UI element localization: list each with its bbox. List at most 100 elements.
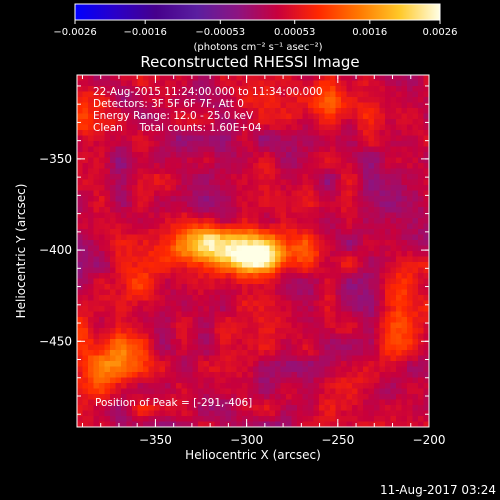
heatmap-pixel — [368, 377, 375, 384]
heatmap-pixel — [159, 80, 166, 87]
heatmap-pixel — [77, 306, 83, 312]
heatmap-pixel — [313, 328, 320, 334]
heatmap-pixel — [346, 267, 353, 274]
heatmap-pixel — [137, 119, 144, 125]
heatmap-pixel — [412, 201, 419, 208]
heatmap-pixel — [148, 295, 155, 301]
heatmap-pixel — [148, 97, 155, 103]
heatmap-pixel — [154, 91, 160, 98]
heatmap-pixel — [396, 196, 402, 202]
heatmap-pixel — [143, 256, 149, 263]
heatmap-pixel — [401, 80, 408, 87]
heatmap-pixel — [330, 212, 336, 219]
heatmap-pixel — [253, 124, 259, 131]
heatmap-pixel — [170, 289, 177, 296]
heatmap-pixel — [148, 207, 155, 213]
heatmap-pixel — [77, 102, 83, 109]
heatmap-pixel — [363, 278, 369, 285]
heatmap-pixel — [324, 80, 331, 87]
heatmap-pixel — [181, 201, 188, 208]
heatmap-pixel — [346, 207, 353, 213]
heatmap-pixel — [154, 306, 160, 312]
heatmap-pixel — [275, 124, 281, 131]
heatmap-pixel — [341, 350, 347, 356]
heatmap-pixel — [418, 190, 424, 197]
heatmap-pixel — [126, 240, 133, 246]
heatmap-pixel — [176, 399, 182, 406]
heatmap-pixel — [319, 405, 325, 411]
heatmap-pixel — [341, 124, 347, 131]
heatmap-pixel — [291, 311, 298, 318]
heatmap-pixel — [379, 75, 386, 81]
heatmap-pixel — [77, 333, 83, 340]
heatmap-pixel — [192, 339, 199, 345]
heatmap-pixel — [77, 311, 83, 318]
heatmap-pixel — [242, 86, 248, 92]
heatmap-pixel — [143, 372, 149, 378]
heatmap-pixel — [264, 317, 270, 323]
heatmap-pixel — [225, 328, 232, 334]
heatmap-pixel — [412, 218, 419, 224]
heatmap-pixel — [231, 146, 237, 153]
heatmap-pixel — [88, 245, 94, 252]
heatmap-pixel — [269, 399, 276, 406]
heatmap-pixel — [286, 75, 292, 81]
heatmap-pixel — [352, 300, 358, 307]
heatmap-pixel — [225, 322, 232, 329]
heatmap-pixel — [346, 135, 353, 142]
heatmap-pixel — [313, 394, 320, 400]
heatmap-pixel — [198, 234, 204, 241]
heatmap-pixel — [423, 262, 430, 268]
heatmap-pixel — [374, 102, 380, 109]
heatmap-pixel — [187, 333, 193, 340]
heatmap-pixel — [357, 86, 364, 92]
heatmap-pixel — [346, 306, 353, 312]
heatmap-pixel — [407, 339, 413, 345]
heatmap-pixel — [313, 201, 320, 208]
heatmap-pixel — [154, 229, 160, 235]
heatmap-pixel — [165, 196, 171, 202]
heatmap-pixel — [88, 317, 94, 323]
heatmap-pixel — [93, 152, 100, 158]
heatmap-pixel — [176, 108, 182, 114]
heatmap-pixel — [77, 163, 83, 169]
heatmap-pixel — [401, 119, 408, 125]
heatmap-pixel — [352, 157, 358, 164]
heatmap-pixel — [264, 157, 270, 164]
heatmap-pixel — [264, 388, 270, 395]
heatmap-pixel — [242, 306, 248, 312]
heatmap-pixel — [242, 311, 248, 318]
heatmap-pixel — [214, 289, 221, 296]
heatmap-pixel — [242, 295, 248, 301]
heatmap-pixel — [137, 284, 144, 290]
heatmap-pixel — [170, 300, 177, 307]
heatmap-pixel — [115, 399, 122, 406]
heatmap-pixel — [302, 229, 309, 235]
heatmap-pixel — [302, 355, 309, 362]
heatmap-pixel — [352, 185, 358, 191]
heatmap-pixel — [341, 289, 347, 296]
heatmap-pixel — [82, 141, 89, 147]
heatmap-pixel — [275, 251, 281, 257]
heatmap-pixel — [104, 201, 111, 208]
heatmap-pixel — [165, 399, 171, 406]
heatmap-pixel — [258, 273, 265, 279]
heatmap-pixel — [99, 102, 105, 109]
heatmap-pixel — [225, 339, 232, 345]
heatmap-pixel — [313, 317, 320, 323]
heatmap-pixel — [330, 350, 336, 356]
heatmap-pixel — [192, 377, 199, 384]
heatmap-pixel — [170, 295, 177, 301]
heatmap-pixel — [291, 328, 298, 334]
heatmap-pixel — [126, 306, 133, 312]
heatmap-pixel — [187, 344, 193, 351]
heatmap-pixel — [82, 108, 89, 114]
heatmap-pixel — [253, 317, 259, 323]
heatmap-pixel — [253, 273, 259, 279]
heatmap-pixel — [423, 97, 430, 103]
heatmap-pixel — [220, 339, 226, 345]
heatmap-pixel — [423, 86, 430, 92]
heatmap-pixel — [110, 273, 116, 279]
heatmap-pixel — [341, 152, 347, 158]
heatmap-pixel — [236, 251, 243, 257]
